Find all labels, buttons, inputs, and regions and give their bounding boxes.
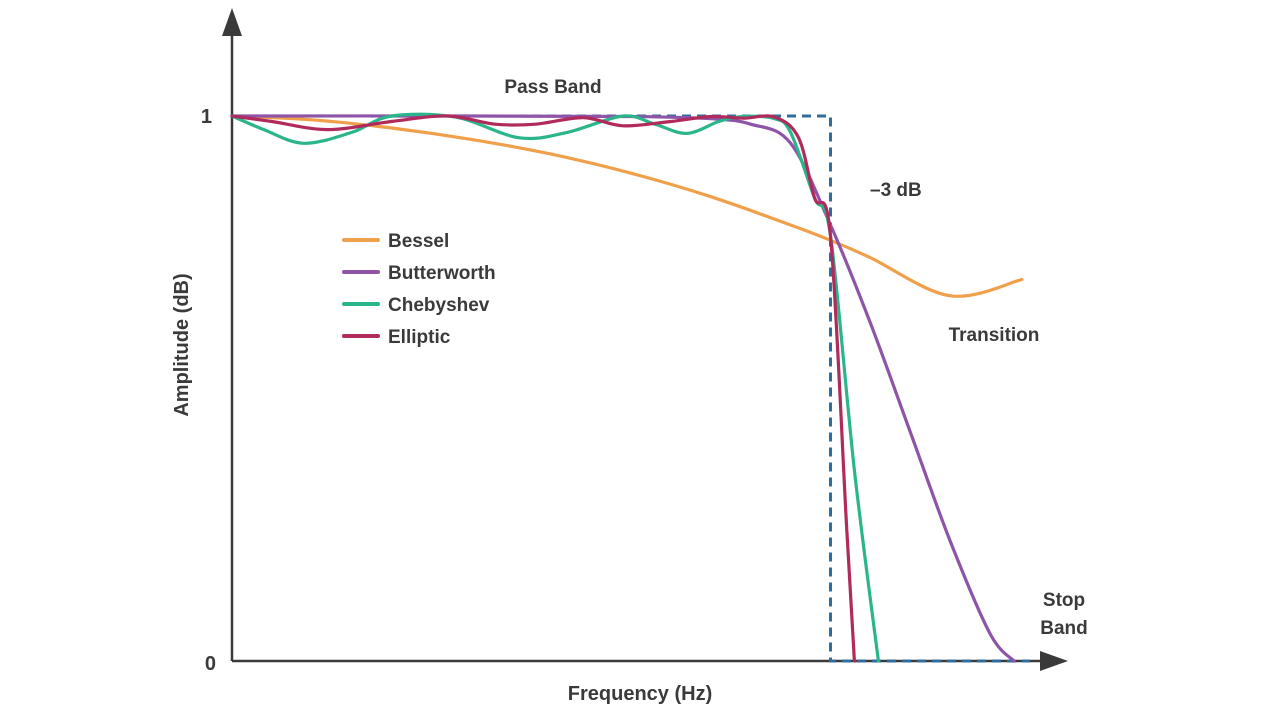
stop-band-label-line1: Stop [1043,590,1085,611]
series-group [230,112,1024,663]
ideal-response-line [232,114,1030,663]
legend-label-elliptic: Elliptic [388,327,451,348]
legend-label-bessel: Bessel [388,231,449,252]
stop-band-label-line2: Band [1040,618,1088,639]
y-tick-1: 1 [201,106,212,128]
x-axis-title: Frequency (Hz) [568,683,712,705]
legend-label-butterworth: Butterworth [388,263,496,284]
legend-label-chebyshev: Chebyshev [388,295,490,316]
y-tick-0: 0 [205,653,216,675]
series-line-chebyshev [230,112,880,663]
series-line-bessel [230,114,1024,298]
y-axis-arrow-icon [222,8,242,36]
transition-label: Transition [949,325,1040,346]
legend: Bessel Butterworth Chebyshev Elliptic [342,231,496,348]
y-axis-title: Amplitude (dB) [171,273,193,416]
minus-3db-label: –3 dB [870,180,922,201]
x-axis-arrow-icon [1040,651,1068,671]
series-line-elliptic [230,114,856,663]
pass-band-label: Pass Band [504,77,601,98]
